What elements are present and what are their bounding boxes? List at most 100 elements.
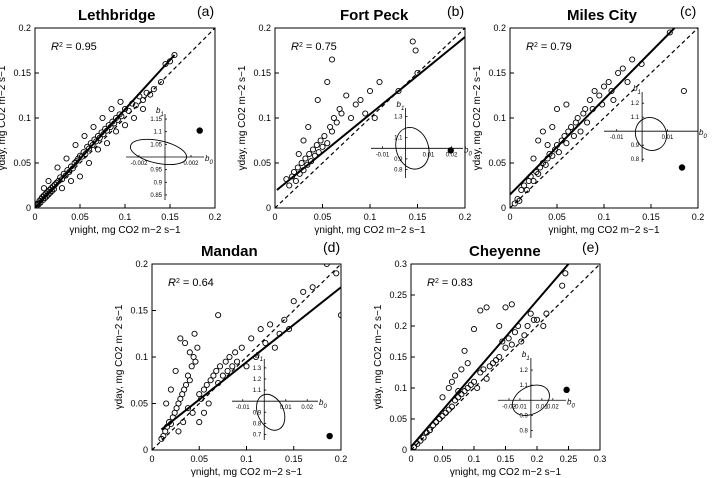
inset-b0-label: b0 [319,398,327,410]
data-point [328,128,336,135]
inset-x-tick-label: -0.02 [502,404,516,410]
data-point [207,377,214,384]
data-point [537,164,544,171]
inset-y-tick-label: 0.85 [150,193,162,199]
plot-area [275,28,465,208]
data-point [139,105,147,113]
data-point [222,358,229,365]
data-point [544,141,551,149]
inset-y-tick-label: 1.1 [154,130,163,136]
x-tick-label: 0.2 [335,454,348,464]
data-point [561,132,568,140]
confidence-ellipse [256,393,286,431]
data-point [118,113,125,120]
y-axis-label: γday, mg CO2 m−2 s−1 [237,65,248,170]
data-point [114,116,121,123]
data-point [305,123,312,131]
data-point [448,403,456,410]
y-tick-label: 0.15 [488,68,506,78]
data-point [103,127,111,134]
panel-title: Cheyenne [469,243,541,260]
data-point [163,400,170,407]
data-point [300,167,307,174]
data-point [43,193,50,200]
data-point [192,358,199,365]
x-tick-label: 0 [272,212,277,222]
y-tick-label: 0.05 [253,158,271,168]
data-point [84,143,91,150]
data-point [300,288,307,295]
panel-title: Fort Peck [340,7,409,24]
inset-x-tick-label: -0.002 [130,161,148,167]
inset-ellipse-plot: b0 b1 -0.02-0.01 0.01 0.02 1.2 1.1 0.9 0.8 [498,350,575,438]
data-point [100,131,107,138]
y-tick-label: 0 [143,445,148,455]
data-point [203,381,210,388]
data-point [189,409,196,416]
data-point [60,170,67,177]
inset-b1-label: b1 [633,84,641,96]
data-point [210,372,217,379]
data-point [352,101,359,108]
x-axis-label: γnight, mg CO2 m−2 s−1 [314,225,426,236]
inset-x-tick-label: 0.01 [280,405,292,411]
data-point [308,158,315,165]
data-point [35,201,42,208]
data-point [489,360,496,367]
data-point [309,146,317,153]
y-tick-label: 0.2 [135,259,148,269]
data-point [147,91,154,98]
data-point [248,335,255,342]
data-point [563,101,570,108]
data-point [417,437,424,444]
data-point [51,181,58,188]
data-point [194,344,201,351]
data-point [347,114,355,122]
data-point [62,172,69,179]
confidence-ellipse [511,384,550,416]
data-point [505,335,512,342]
fit-line [411,264,570,448]
x-tick-label: 0 [149,454,154,464]
data-point [535,137,542,144]
panel-label: (d) [323,239,340,255]
data-point [157,78,165,86]
data-point [559,282,566,289]
scatter-panel-2: Fort Peck (b) R2 = 0.75 0 0.05 0.1 0.15 0.2 0 0.0… [237,3,472,236]
data-point [267,321,274,328]
one-to-one-line [411,264,600,450]
data-point [45,191,52,198]
data-point [343,92,350,99]
y-tick-label: 0.1 [258,113,271,123]
filled-data-point [563,386,570,394]
data-point [143,89,150,96]
data-point [483,304,490,311]
data-point [281,316,288,323]
data-point [549,152,556,159]
data-point [516,197,523,204]
x-tick-label: 0 [32,212,37,222]
filled-data-point [447,147,454,154]
data-point [69,165,76,172]
data-point [599,101,606,108]
plot-area [35,28,215,208]
inset-x-tick-label: -0.01 [236,405,250,411]
x-tick-label: 0.25 [560,454,578,464]
inset-y-tick-label: 1.05 [150,142,162,148]
data-point [474,384,481,392]
fit-line [276,36,465,191]
inset-b1-label: b1 [397,100,405,112]
data-point [311,152,318,159]
data-point [591,87,598,95]
scatter-panel-1: Lethbridge (a) R2 = 0.95 0 0.05 0.1 0.15 0.2 0 0.… [0,3,221,236]
inset-x-tick-label: -0.01 [376,152,390,158]
data-point [44,188,51,195]
data-point [508,341,515,348]
data-point [666,29,673,36]
data-point [219,372,226,379]
data-point [521,332,528,339]
data-point [445,384,452,392]
data-point [285,326,293,333]
data-point [112,128,120,135]
